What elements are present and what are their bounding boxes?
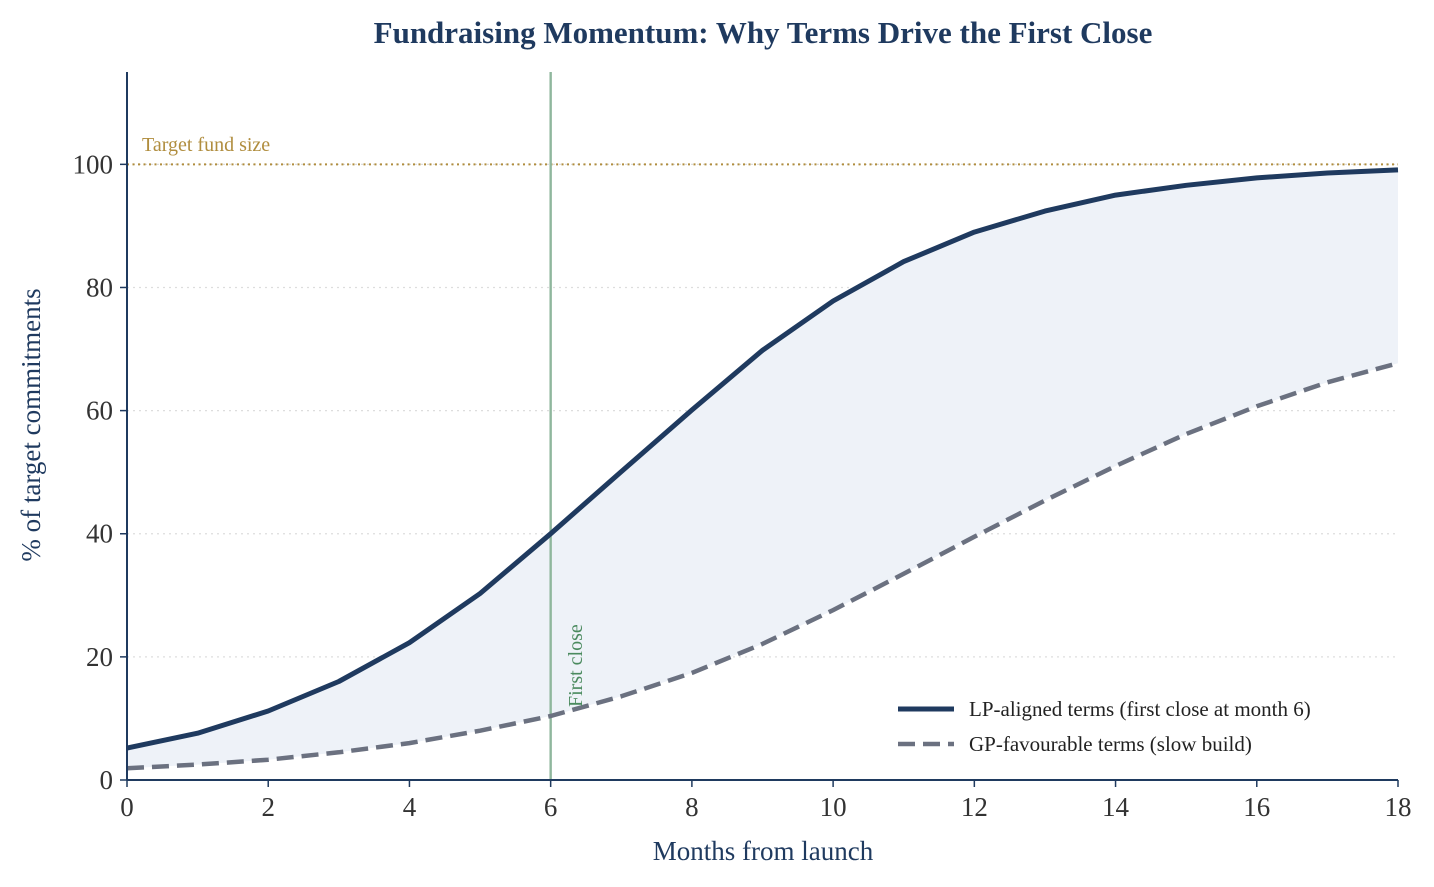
- reference-lines: [127, 72, 1398, 780]
- target-fund-size-annotation: Target fund size: [142, 134, 270, 156]
- series-lines: [126, 167, 1399, 771]
- x-tick-label-16: 16: [1243, 792, 1270, 822]
- series-line-gp-favourable: [126, 361, 1399, 771]
- y-axis-label: % of target commitments: [16, 288, 46, 561]
- tick-labels: 0 2 4 6 8 10 12 14 16 18 0 20 40 60 80 100: [73, 149, 1412, 822]
- legend-label-gp-favourable: GP-favourable terms (slow build): [969, 732, 1252, 756]
- x-tick-label-4: 4: [403, 792, 417, 822]
- shaded-band: [127, 169, 1398, 769]
- first-close-annotation: First close: [565, 624, 587, 707]
- x-axis-label: Months from launch: [653, 836, 874, 866]
- series-line-lp-aligned: [126, 167, 1399, 751]
- x-tick-label-8: 8: [685, 792, 699, 822]
- y-tick-label-0: 0: [100, 765, 114, 795]
- legend: LP-aligned terms (first close at month 6…: [898, 697, 1311, 756]
- x-tick-label-12: 12: [961, 792, 988, 822]
- y-tick-label-20: 20: [86, 642, 113, 672]
- x-tick-label-0: 0: [120, 792, 134, 822]
- y-tick-label-100: 100: [73, 149, 114, 179]
- x-tick-label-6: 6: [544, 792, 558, 822]
- y-tick-label-80: 80: [86, 272, 113, 302]
- y-tick-label-60: 60: [86, 396, 113, 426]
- x-tick-label-14: 14: [1102, 792, 1130, 822]
- x-tick-label-2: 2: [261, 792, 275, 822]
- grid-lines: [127, 163, 1398, 658]
- y-tick-label-40: 40: [86, 519, 113, 549]
- x-tick-label-18: 18: [1385, 792, 1412, 822]
- x-tick-label-10: 10: [820, 792, 847, 822]
- legend-label-lp-aligned: LP-aligned terms (first close at month 6…: [969, 697, 1311, 721]
- chart-title: Fundraising Momentum: Why Terms Drive th…: [374, 15, 1153, 50]
- axes: [126, 72, 1398, 781]
